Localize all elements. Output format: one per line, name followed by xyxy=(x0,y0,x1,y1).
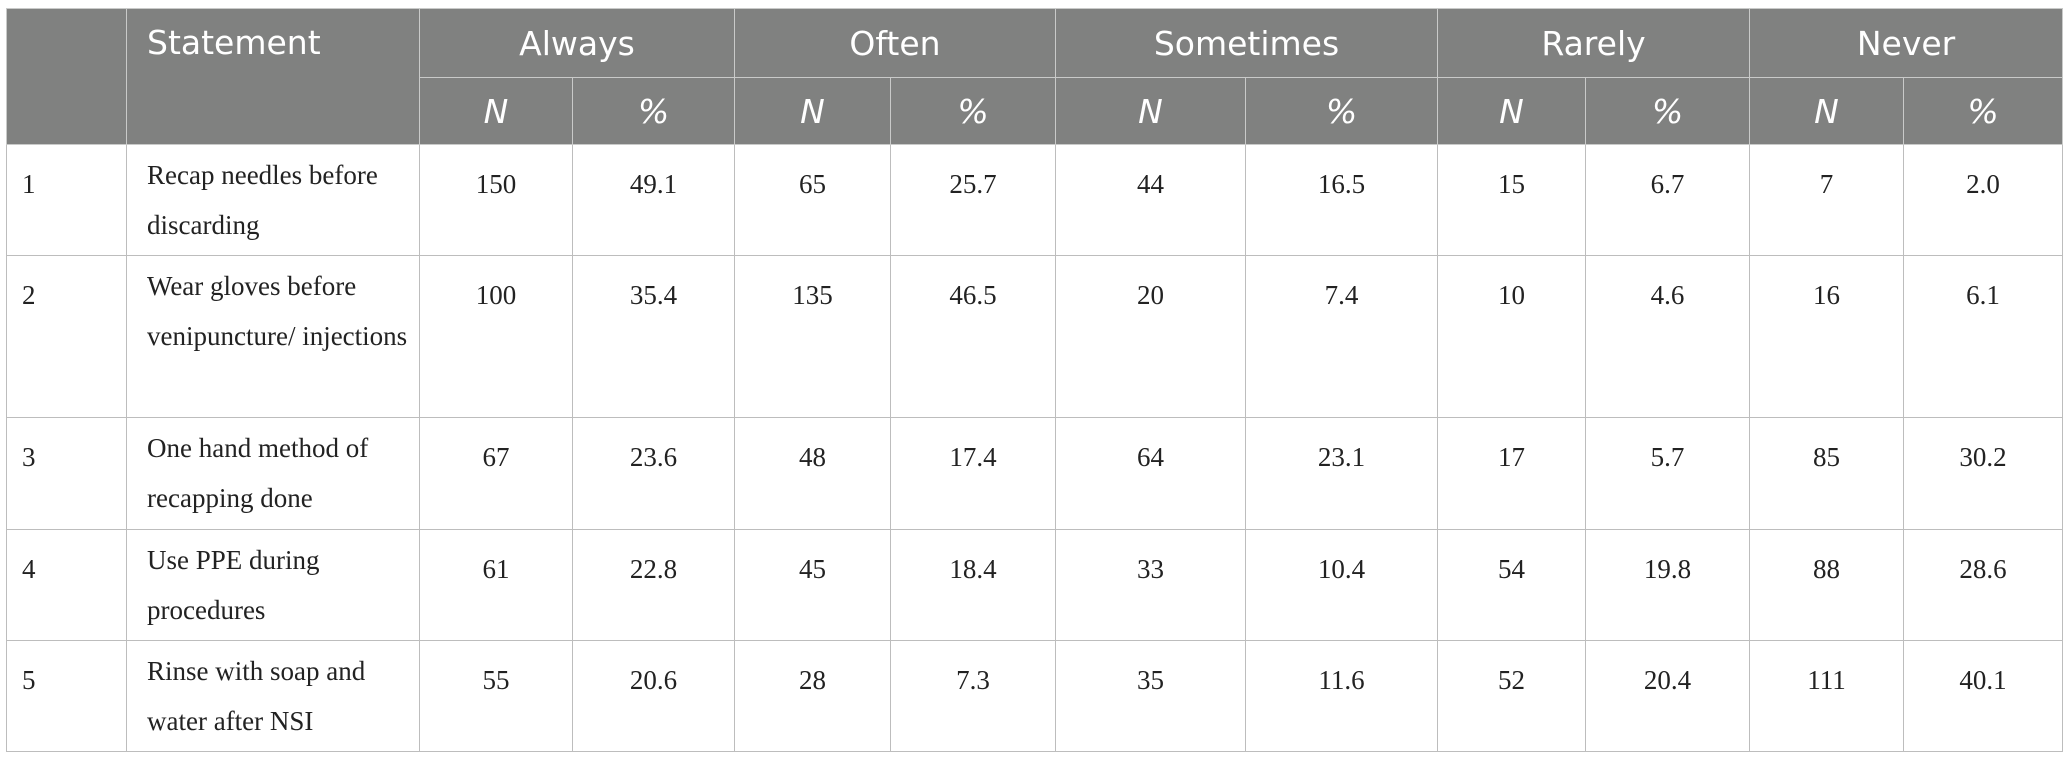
cell-always-pct: 22.8 xyxy=(572,529,735,641)
cell-rarely-pct: 20.4 xyxy=(1585,640,1751,752)
cell-never-pct: 30.2 xyxy=(1903,417,2064,530)
cell-rarely-n: 52 xyxy=(1437,640,1587,752)
cell-sometimes-n: 44 xyxy=(1055,144,1247,256)
cell-sometimes-pct: 7.4 xyxy=(1245,255,1439,418)
row-id: 3 xyxy=(6,417,127,530)
cell-often-pct: 17.4 xyxy=(889,417,1057,530)
header-often: Often xyxy=(733,8,1057,78)
cell-rarely-pct: 5.7 xyxy=(1585,417,1751,530)
cell-rarely-n: 17 xyxy=(1437,417,1587,530)
header-always: Always xyxy=(419,8,735,78)
cell-often-n: 135 xyxy=(734,255,891,418)
cell-often-n: 45 xyxy=(734,529,891,641)
cell-often-n: 65 xyxy=(734,144,891,256)
row-id: 1 xyxy=(6,144,127,256)
cell-never-n: 16 xyxy=(1749,255,1905,418)
cell-often-pct: 25.7 xyxy=(889,144,1057,256)
header-sometimes: Sometimes xyxy=(1055,8,1439,78)
header-n: N xyxy=(419,77,573,145)
cell-always-pct: 23.6 xyxy=(572,417,735,530)
cell-rarely-pct: 6.7 xyxy=(1585,144,1751,256)
row-id: 2 xyxy=(6,255,127,418)
cell-always-n: 150 xyxy=(419,144,573,256)
cell-always-n: 61 xyxy=(419,529,573,641)
table-row: 4 Use PPE during procedures 61 22.8 45 1… xyxy=(6,529,2064,641)
cell-rarely-pct: 4.6 xyxy=(1585,255,1751,418)
cell-sometimes-n: 35 xyxy=(1055,640,1247,752)
cell-always-n: 100 xyxy=(419,255,573,418)
cell-sometimes-n: 20 xyxy=(1055,255,1247,418)
table-body: 1 Recap needles before discarding 150 49… xyxy=(6,144,2064,752)
header-pct: % xyxy=(1585,77,1751,145)
cell-sometimes-pct: 10.4 xyxy=(1245,529,1439,641)
cell-sometimes-pct: 23.1 xyxy=(1245,417,1439,530)
cell-often-pct: 46.5 xyxy=(889,255,1057,418)
header-rarely: Rarely xyxy=(1437,8,1751,78)
cell-often-pct: 18.4 xyxy=(889,529,1057,641)
header-n: N xyxy=(1749,77,1905,145)
row-statement: Recap needles before discarding xyxy=(126,144,420,256)
cell-sometimes-pct: 11.6 xyxy=(1245,640,1439,752)
row-statement: Use PPE during procedures xyxy=(126,529,420,641)
cell-sometimes-pct: 16.5 xyxy=(1245,144,1439,256)
cell-always-n: 55 xyxy=(419,640,573,752)
table-row: 5 Rinse with soap and water after NSI 55… xyxy=(6,640,2064,752)
cell-often-n: 28 xyxy=(734,640,891,752)
cell-always-pct: 49.1 xyxy=(572,144,735,256)
header-pct: % xyxy=(1245,77,1439,145)
cell-never-pct: 40.1 xyxy=(1903,640,2064,752)
table-row: 1 Recap needles before discarding 150 49… xyxy=(6,144,2064,256)
row-id: 4 xyxy=(6,529,127,641)
cell-never-n: 7 xyxy=(1749,144,1905,256)
table-row: 3 One hand method of recapping done 67 2… xyxy=(6,417,2064,530)
header-never: Never xyxy=(1749,8,2064,78)
header-blank xyxy=(6,8,127,145)
cell-often-n: 48 xyxy=(734,417,891,530)
header-n: N xyxy=(1437,77,1587,145)
cell-always-n: 67 xyxy=(419,417,573,530)
header-pct: % xyxy=(572,77,735,145)
header-statement: Statement xyxy=(126,8,420,145)
table-header: Statement Always Often Sometimes Rarely … xyxy=(6,8,2064,145)
header-n: N xyxy=(1055,77,1247,145)
cell-rarely-n: 54 xyxy=(1437,529,1587,641)
header-pct: % xyxy=(1903,77,2064,145)
cell-often-pct: 7.3 xyxy=(889,640,1057,752)
header-n: N xyxy=(734,77,891,145)
row-statement: Wear gloves before venipuncture/ injecti… xyxy=(126,255,420,418)
cell-never-pct: 6.1 xyxy=(1903,255,2064,418)
cell-rarely-pct: 19.8 xyxy=(1585,529,1751,641)
row-id: 5 xyxy=(6,640,127,752)
cell-never-n: 85 xyxy=(1749,417,1905,530)
table-container: Statement Always Often Sometimes Rarely … xyxy=(6,8,2064,752)
cell-never-n: 111 xyxy=(1749,640,1905,752)
cell-always-pct: 20.6 xyxy=(572,640,735,752)
row-statement: Rinse with soap and water after NSI xyxy=(126,640,420,752)
header-pct: % xyxy=(889,77,1057,145)
cell-rarely-n: 10 xyxy=(1437,255,1587,418)
cell-never-n: 88 xyxy=(1749,529,1905,641)
cell-sometimes-n: 64 xyxy=(1055,417,1247,530)
cell-never-pct: 2.0 xyxy=(1903,144,2064,256)
table-row: 2 Wear gloves before venipuncture/ injec… xyxy=(6,255,2064,418)
row-statement: One hand method of recapping done xyxy=(126,417,420,530)
cell-never-pct: 28.6 xyxy=(1903,529,2064,641)
practice-table: Statement Always Often Sometimes Rarely … xyxy=(6,8,2064,752)
cell-always-pct: 35.4 xyxy=(572,255,735,418)
cell-rarely-n: 15 xyxy=(1437,144,1587,256)
cell-sometimes-n: 33 xyxy=(1055,529,1247,641)
